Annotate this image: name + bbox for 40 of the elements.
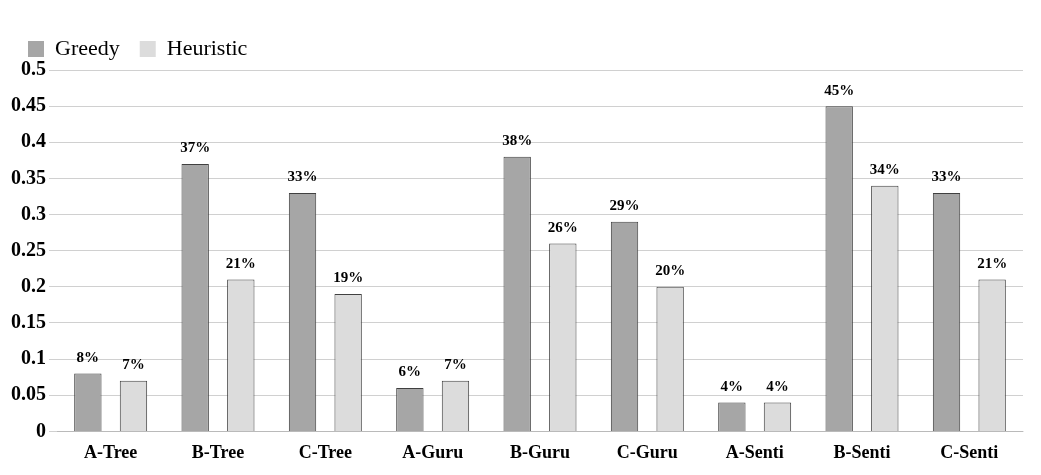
- y-tick-label: 0.1: [21, 346, 46, 369]
- y-tick-label: 0.05: [11, 382, 46, 405]
- data-label: 19%: [333, 269, 364, 286]
- y-tick-label: 0: [36, 418, 46, 441]
- data-label: 33%: [931, 168, 962, 185]
- y-tick-label: 0.35: [11, 165, 46, 188]
- data-label: 20%: [655, 262, 686, 279]
- y-tick-label: 0.5: [21, 57, 46, 80]
- legend-label: Greedy: [55, 34, 120, 60]
- x-tick-label: C-Guru: [616, 441, 678, 462]
- data-label: 33%: [287, 168, 318, 185]
- data-label: 38%: [502, 132, 533, 149]
- x-tick-label: A-Guru: [402, 441, 464, 462]
- data-label: 4%: [720, 377, 744, 394]
- data-label: 7%: [444, 356, 467, 373]
- data-label: 8%: [76, 348, 100, 365]
- data-label: 4%: [766, 377, 789, 394]
- data-label: 6%: [398, 363, 422, 380]
- x-tick-label: B-Guru: [509, 441, 571, 462]
- data-label: 29%: [609, 197, 640, 214]
- data-label: 37%: [180, 139, 211, 156]
- x-tick-label: A-Senti: [725, 441, 784, 462]
- y-tick-label: 0.3: [21, 201, 46, 224]
- data-label: 34%: [869, 161, 900, 178]
- y-tick-label: 0.45: [11, 93, 46, 116]
- data-label: 45%: [824, 81, 855, 98]
- data-label: 7%: [122, 356, 145, 373]
- x-tick-label: C-Senti: [940, 441, 999, 462]
- y-tick-label: 0.15: [11, 310, 46, 333]
- x-tick-label: C-Tree: [298, 441, 352, 462]
- x-tick-label: B-Tree: [191, 441, 245, 462]
- data-label: 21%: [225, 254, 256, 271]
- data-label: 21%: [977, 254, 1008, 271]
- y-tick-label: 0.2: [21, 274, 46, 297]
- y-tick-label: 0.4: [21, 129, 46, 152]
- y-tick-label: 0.25: [11, 237, 46, 260]
- legend-label: Heuristic: [166, 34, 248, 60]
- x-tick-label: A-Tree: [84, 441, 138, 462]
- x-tick-label: B-Senti: [833, 441, 891, 462]
- data-label: 26%: [547, 218, 578, 235]
